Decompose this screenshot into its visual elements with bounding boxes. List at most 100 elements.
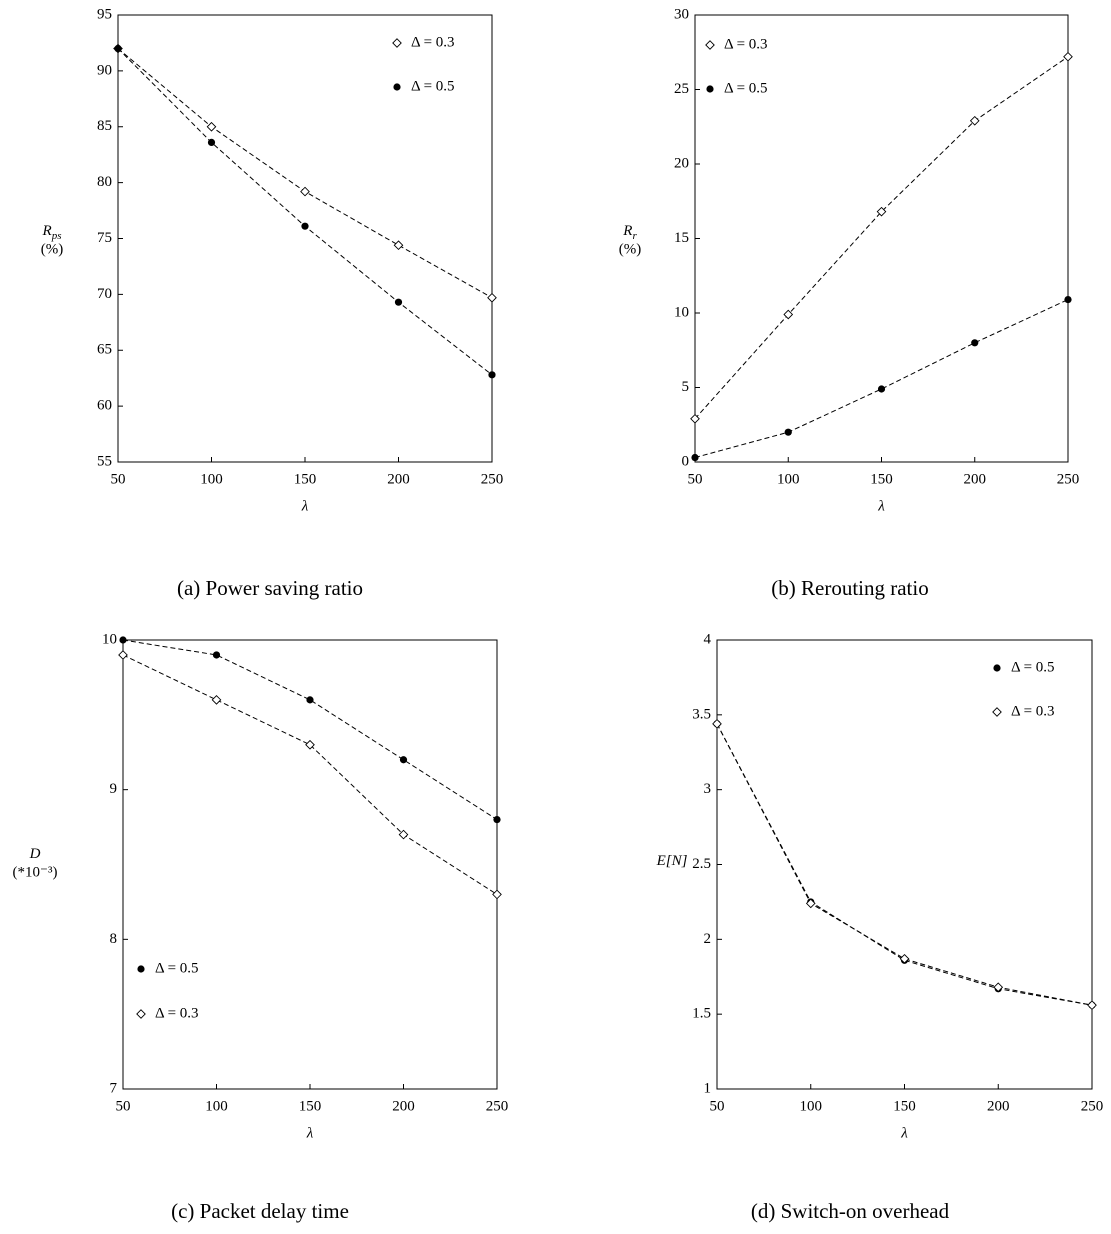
point — [207, 123, 215, 131]
legend-label: Δ = 0.3 — [724, 36, 768, 52]
x-axis-label: λ — [301, 498, 309, 514]
y-tick-label: 9 — [110, 781, 118, 797]
x-tick-label: 200 — [392, 1098, 415, 1114]
legend-marker — [137, 965, 144, 972]
x-tick-label: 150 — [893, 1098, 916, 1114]
point — [114, 45, 121, 52]
legend-label: Δ = 0.5 — [724, 80, 768, 96]
x-tick-label: 150 — [294, 471, 317, 487]
legend-marker — [993, 664, 1000, 671]
y-tick-label: 3 — [704, 781, 712, 797]
series-line — [695, 57, 1068, 419]
x-axis-label: λ — [306, 1125, 314, 1141]
series-line — [123, 655, 497, 894]
y-tick-label: 55 — [97, 453, 112, 469]
point — [488, 294, 496, 302]
y-label-main: R — [42, 223, 52, 239]
x-tick-label: 50 — [688, 471, 703, 487]
point — [301, 223, 308, 230]
legend-marker — [706, 85, 713, 92]
y-tick-label: 5 — [682, 379, 690, 395]
point — [306, 696, 313, 703]
point — [488, 371, 495, 378]
point — [1088, 1001, 1096, 1009]
caption: (c) Packet delay time — [171, 1199, 349, 1223]
point — [493, 890, 501, 898]
y-axis-unit: (%) — [41, 241, 64, 257]
y-axis-label: D — [29, 846, 41, 862]
point — [493, 816, 500, 823]
legend-marker — [393, 83, 400, 90]
point — [971, 339, 978, 346]
y-tick-label: 3.5 — [692, 706, 711, 722]
y-tick-label: 10 — [102, 631, 117, 647]
x-axis-label: λ — [900, 1125, 908, 1141]
x-tick-label: 50 — [710, 1098, 725, 1114]
y-tick-label: 7 — [110, 1080, 118, 1096]
y-axis-label: E[N] — [656, 853, 688, 869]
point — [713, 720, 721, 728]
y-tick-label: 90 — [97, 62, 112, 78]
y-axis-label: Rr — [622, 223, 637, 241]
legend-marker — [706, 41, 714, 49]
x-tick-label: 50 — [111, 471, 126, 487]
legend-label: Δ = 0.3 — [155, 1005, 199, 1021]
point — [1064, 53, 1072, 61]
y-tick-label: 30 — [674, 6, 689, 22]
y-tick-label: 80 — [97, 174, 112, 190]
legend-label: Δ = 0.3 — [1011, 703, 1055, 719]
x-tick-label: 100 — [800, 1098, 823, 1114]
x-tick-label: 150 — [299, 1098, 322, 1114]
y-tick-label: 4 — [704, 631, 712, 647]
x-tick-label: 250 — [1081, 1098, 1104, 1114]
x-tick-label: 250 — [481, 471, 504, 487]
x-tick-label: 150 — [870, 471, 893, 487]
y-tick-label: 8 — [110, 931, 118, 947]
y-tick-label: 0 — [682, 453, 690, 469]
legend-marker — [393, 39, 401, 47]
x-tick-label: 100 — [205, 1098, 228, 1114]
plot-frame — [123, 640, 497, 1089]
y-label-sub: ps — [51, 230, 62, 242]
y-tick-label: 65 — [97, 342, 112, 358]
x-tick-label: 50 — [116, 1098, 131, 1114]
point — [213, 651, 220, 658]
point — [691, 454, 698, 461]
y-tick-label: 95 — [97, 6, 112, 22]
y-label-main: E[N] — [656, 853, 688, 869]
y-tick-label: 2 — [704, 931, 712, 947]
point — [395, 299, 402, 306]
y-tick-label: 15 — [674, 230, 689, 246]
series-line — [695, 300, 1068, 458]
y-tick-label: 70 — [97, 286, 112, 302]
point — [119, 651, 127, 659]
x-tick-label: 100 — [777, 471, 800, 487]
x-tick-label: 100 — [200, 471, 223, 487]
y-tick-label: 1.5 — [692, 1006, 711, 1022]
point — [212, 696, 220, 704]
y-tick-label: 85 — [97, 118, 112, 134]
point — [301, 187, 309, 195]
point — [119, 636, 126, 643]
x-tick-label: 200 — [987, 1098, 1010, 1114]
series-line — [118, 49, 492, 375]
legend-marker — [993, 708, 1001, 716]
y-tick-label: 60 — [97, 398, 112, 414]
series-line — [123, 640, 497, 820]
point — [400, 756, 407, 763]
point — [394, 241, 402, 249]
y-label-main: R — [622, 223, 632, 239]
figure: 50100150200250556065707580859095λRps(%)Δ… — [0, 0, 1111, 1234]
caption: (d) Switch-on overhead — [751, 1199, 950, 1223]
y-tick-label: 10 — [674, 304, 689, 320]
y-tick-label: 75 — [97, 230, 112, 246]
point — [208, 139, 215, 146]
y-tick-label: 25 — [674, 81, 689, 97]
x-tick-label: 250 — [1057, 471, 1080, 487]
point — [785, 429, 792, 436]
caption: (b) Rerouting ratio — [771, 576, 928, 600]
y-tick-label: 2.5 — [692, 856, 711, 872]
caption: (a) Power saving ratio — [177, 576, 363, 600]
x-tick-label: 200 — [964, 471, 987, 487]
y-label-main: D — [29, 846, 41, 862]
